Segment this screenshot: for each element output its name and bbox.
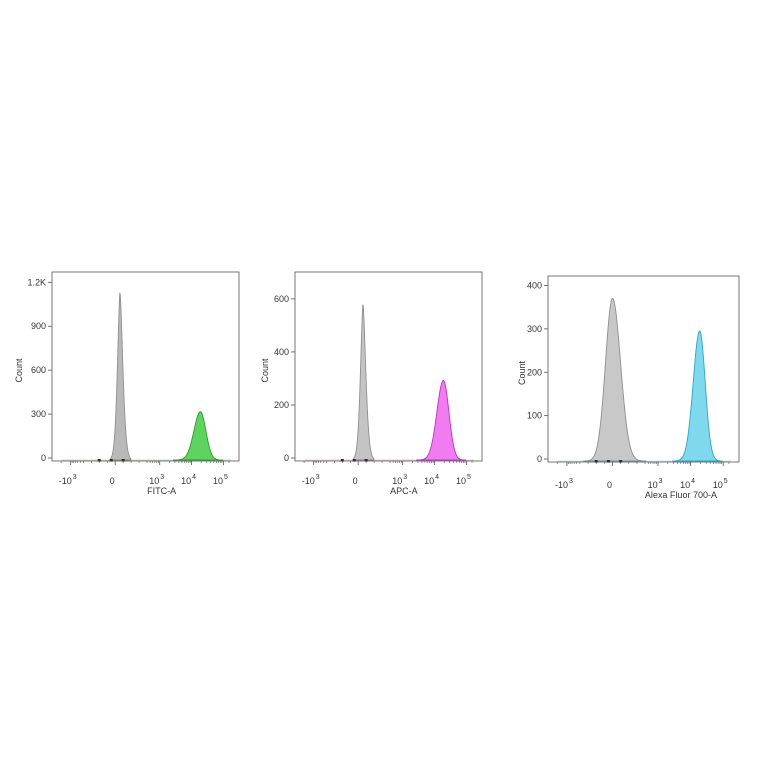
x-tick-label: -103	[302, 474, 320, 486]
x-axis-title: Alexa Fluor 700-A	[645, 490, 717, 500]
x-axis-title: FITC-A	[147, 486, 176, 496]
control-histogram	[352, 304, 375, 461]
x-tick-label: 105	[713, 478, 728, 490]
plot-frame	[51, 271, 240, 462]
x-tick-label: 104	[424, 474, 439, 486]
y-tick-label: 400	[274, 347, 289, 357]
plot-frame	[294, 271, 483, 462]
x-tick-label: 0	[110, 476, 115, 486]
x-tick-label: 0	[353, 476, 358, 486]
y-tick-label: 1.2K	[27, 277, 46, 287]
x-tick-label: 103	[149, 474, 164, 486]
y-tick-label: 900	[31, 321, 46, 331]
control-histogram	[109, 292, 132, 461]
x-tick-label: 103	[392, 474, 407, 486]
y-tick-label: 0	[41, 453, 46, 463]
y-axis-title: Count	[14, 358, 24, 383]
x-tick-label: -103	[555, 478, 573, 490]
histogram-panel-apc: 0 200 400 600 Count -103 0 103 104 105 APC-A	[260, 271, 483, 496]
x-tick-label: 105	[213, 474, 228, 486]
x-tick-label: 105	[456, 474, 471, 486]
y-tick-label: 200	[527, 367, 542, 377]
stained-histogram	[173, 411, 224, 461]
x-tick-label: 103	[648, 478, 663, 490]
y-tick-label: 0	[284, 453, 289, 463]
y-axis-title: Count	[260, 358, 270, 383]
y-tick-label: 600	[274, 294, 289, 304]
histogram-panel-fitc: 0 300 600 900 1.2K Count -103 0 103 104 105 FITC-A	[14, 271, 240, 496]
stained-histogram	[416, 380, 467, 461]
control-histogram	[583, 297, 647, 462]
x-tick-label: 0	[607, 480, 612, 490]
y-tick-label: 300	[31, 409, 46, 419]
x-axis-title: APC-A	[390, 486, 418, 496]
plot-frame	[547, 275, 740, 463]
y-tick-label: 200	[274, 400, 289, 410]
y-axis-title: Count	[517, 361, 527, 386]
y-tick-label: 100	[527, 411, 542, 421]
y-tick-label: 400	[527, 281, 542, 291]
stained-histogram	[672, 330, 723, 462]
y-tick-label: 300	[527, 324, 542, 334]
x-tick-label: 104	[181, 474, 196, 486]
y-tick-label: 600	[31, 365, 46, 375]
x-tick-label: -103	[59, 474, 77, 486]
y-tick-label: 0	[537, 454, 542, 464]
x-tick-label: 104	[680, 478, 695, 490]
